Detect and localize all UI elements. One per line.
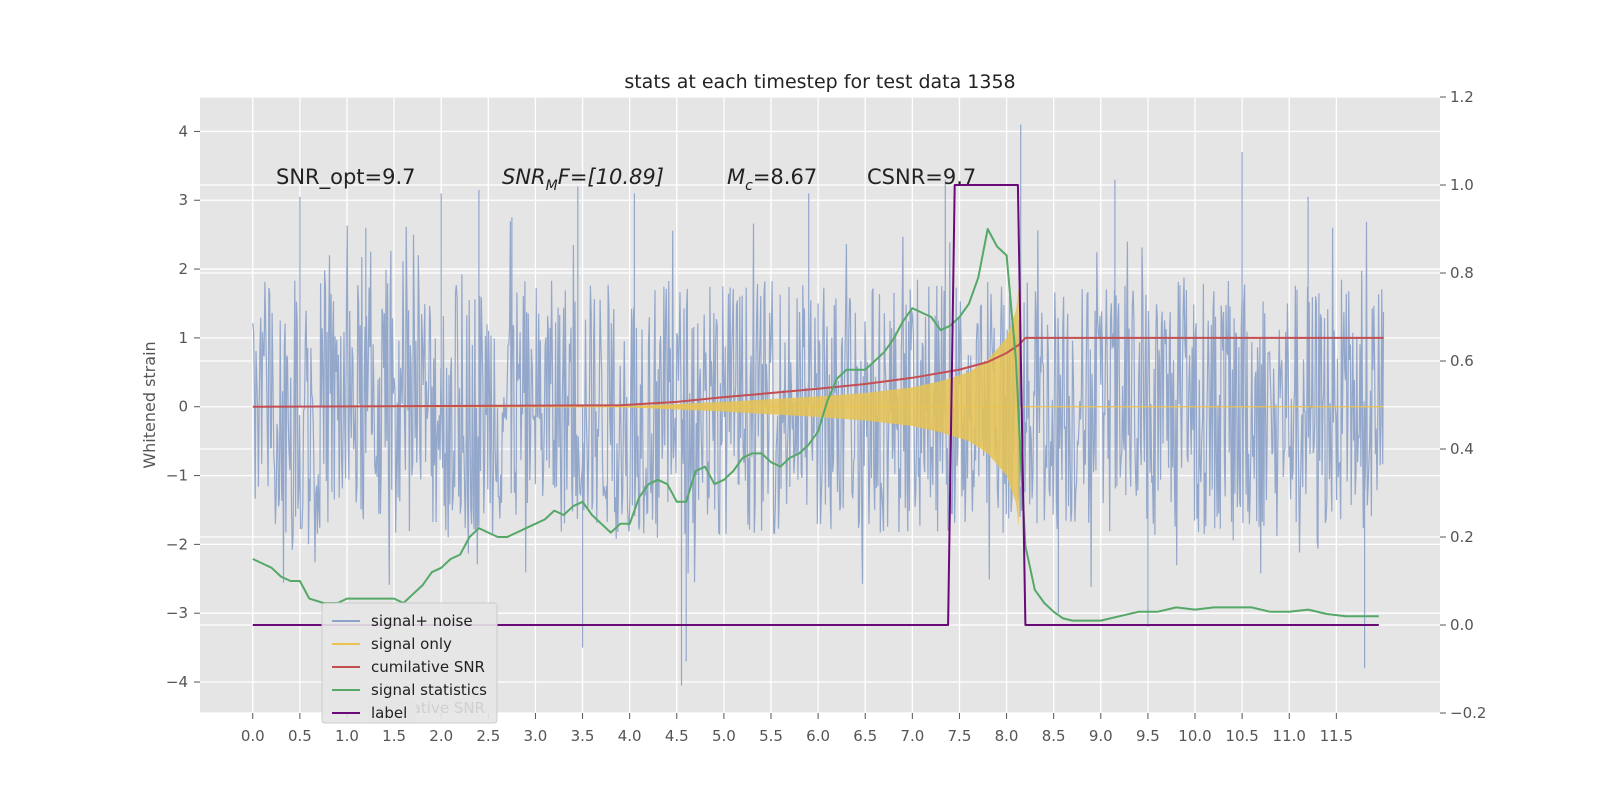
y-tick-label: −4 — [166, 673, 188, 691]
x-tick-label: 5.5 — [759, 727, 783, 745]
x-tick-label: 11.0 — [1273, 727, 1306, 745]
x-tick-label: 8.0 — [995, 727, 1019, 745]
series-signal-noise — [252, 124, 1385, 686]
x-tick-label: 4.0 — [618, 727, 642, 745]
annotation-csnr: CSNR=9.7 — [867, 165, 976, 189]
y-tick-label: 2 — [178, 260, 188, 278]
chart-title: stats at each timestep for test data 135… — [624, 71, 1015, 93]
x-tick-label: 2.0 — [429, 727, 453, 745]
y-right-tick-label: 0.6 — [1450, 352, 1474, 370]
y-right-tick-label: 0.2 — [1450, 528, 1474, 546]
legend-label: signal statistics — [371, 681, 487, 699]
series-label — [252, 184, 1379, 626]
x-tick-label: 1.5 — [382, 727, 406, 745]
y-right-tick-label: 1.0 — [1450, 176, 1474, 194]
legend-label-backdrop — [368, 702, 416, 722]
annotation-mc: Mc=8.67 — [727, 165, 817, 194]
y-right-tick-label: 0.0 — [1450, 616, 1474, 634]
axes: 0.0 0.5 1.0 1.5 2.0 2.5 3.0 3.5 4.0 4.5 5.0 5.5 6.0 6… — [166, 88, 1487, 745]
y-tick-label: −2 — [166, 535, 188, 553]
y-right-tick-label: −0.2 — [1450, 704, 1486, 722]
legend-label: signal only — [371, 635, 452, 653]
x-tick-label: 5.0 — [712, 727, 736, 745]
x-tick-label: 10.0 — [1178, 727, 1211, 745]
y-right-tick-label: 0.4 — [1450, 440, 1474, 458]
y-right-tick-label: 1.2 — [1450, 88, 1474, 106]
y-tick-label: 3 — [178, 191, 188, 209]
legend-label: signal+ noise — [371, 612, 473, 630]
x-tick-label: 7.5 — [948, 727, 972, 745]
series-signal-statistics — [252, 228, 1379, 622]
legend-box — [321, 602, 498, 724]
x-tick-label: 2.5 — [476, 727, 500, 745]
chart-marks — [252, 124, 1385, 686]
x-tick-label: 1.0 — [335, 727, 359, 745]
y-tick-label: −3 — [166, 604, 188, 622]
x-tick-label: 6.5 — [853, 727, 877, 745]
legend-label: label — [371, 704, 407, 722]
x-tick-label: 11.5 — [1320, 727, 1353, 745]
x-tick-label: 9.5 — [1136, 727, 1160, 745]
legend-label: cumilative SNR — [371, 658, 485, 676]
x-tick-label: 3.5 — [571, 727, 595, 745]
y-axis-label: Whitened strain — [140, 341, 159, 468]
annotation-snr-opt: SNR_opt=9.7 — [276, 165, 416, 190]
y-tick-label: 0 — [178, 398, 188, 416]
y-tick-label: 1 — [178, 329, 188, 347]
x-tick-label: 0.5 — [288, 727, 312, 745]
y-tick-label: −1 — [166, 467, 188, 485]
x-tick-label: 4.5 — [665, 727, 689, 745]
x-tick-label: 3.0 — [524, 727, 548, 745]
y-tick-label: 4 — [178, 122, 188, 140]
x-tick-label: 7.0 — [900, 727, 924, 745]
x-tick-label: 6.0 — [806, 727, 830, 745]
annotation-snr-mf: SNRMF=[10.89] — [502, 165, 664, 194]
y-right-tick-label: 0.8 — [1450, 264, 1474, 282]
x-tick-label: 0.0 — [241, 727, 265, 745]
x-tick-label: 9.0 — [1089, 727, 1113, 745]
x-tick-label: 8.5 — [1042, 727, 1066, 745]
x-tick-label: 10.5 — [1225, 727, 1258, 745]
